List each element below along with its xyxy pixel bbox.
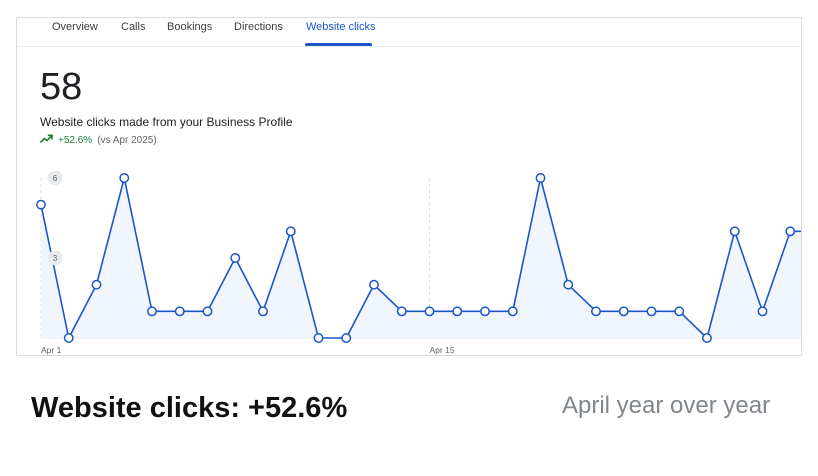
data-point: [563, 279, 574, 290]
tab-website-clicks[interactable]: Website clicks: [306, 21, 376, 33]
data-point: [452, 306, 463, 317]
data-point: [646, 306, 657, 317]
data-point: [785, 226, 796, 237]
change-percent: +52.6%: [58, 134, 93, 146]
data-point: [230, 253, 241, 263]
series-area: [41, 178, 801, 338]
metric-total: 58: [40, 66, 83, 108]
data-point: [174, 306, 185, 317]
tab-directions[interactable]: Directions: [234, 21, 283, 33]
data-point: [369, 279, 379, 290]
data-point: [507, 306, 518, 317]
active-tab-indicator: [305, 43, 372, 46]
data-point: [147, 306, 157, 317]
y-tick-chip: [47, 250, 63, 266]
x-tick-label: Apr 15: [430, 345, 455, 355]
tab-bookings[interactable]: Bookings: [167, 21, 213, 33]
website-clicks-chart: 6 3 Apr 1 Apr 15: [36, 170, 801, 355]
data-point: [702, 333, 712, 343]
y-tick-chip: [47, 170, 63, 186]
data-point: [729, 226, 740, 237]
x-tick-label: Apr 1: [41, 345, 62, 355]
data-point: [91, 279, 102, 290]
data-point: [674, 306, 685, 317]
data-point: [480, 306, 490, 317]
data-point: [36, 199, 46, 210]
data-point: [757, 306, 768, 317]
trending-up-icon: [40, 134, 53, 146]
data-point: [258, 306, 268, 317]
tab-overview[interactable]: Overview: [52, 21, 98, 33]
data-point: [313, 333, 324, 343]
metric-tabs: Overview Calls Bookings Directions Websi…: [17, 18, 801, 47]
change-reference: (vs Apr 2025): [97, 134, 157, 146]
data-point: [202, 306, 213, 317]
data-point: [591, 306, 601, 317]
footer-title: Website clicks: +52.6%: [31, 392, 348, 424]
metric-change: +52.6% (vs Apr 2025): [40, 134, 157, 146]
data-point: [63, 333, 74, 343]
footer-subtitle: April year over year: [562, 392, 771, 419]
data-point: [535, 173, 546, 183]
performance-card: Overview Calls Bookings Directions Websi…: [16, 17, 802, 356]
data-point: [341, 333, 352, 343]
data-point: [396, 306, 407, 317]
data-point: [618, 306, 629, 317]
tab-calls[interactable]: Calls: [121, 21, 146, 33]
data-point: [119, 173, 130, 183]
data-point: [285, 226, 296, 237]
y-tick-label: 6: [53, 174, 58, 183]
metric-description: Website clicks made from your Business P…: [40, 115, 293, 129]
y-tick-label: 3: [53, 254, 58, 263]
data-point: [424, 306, 435, 317]
